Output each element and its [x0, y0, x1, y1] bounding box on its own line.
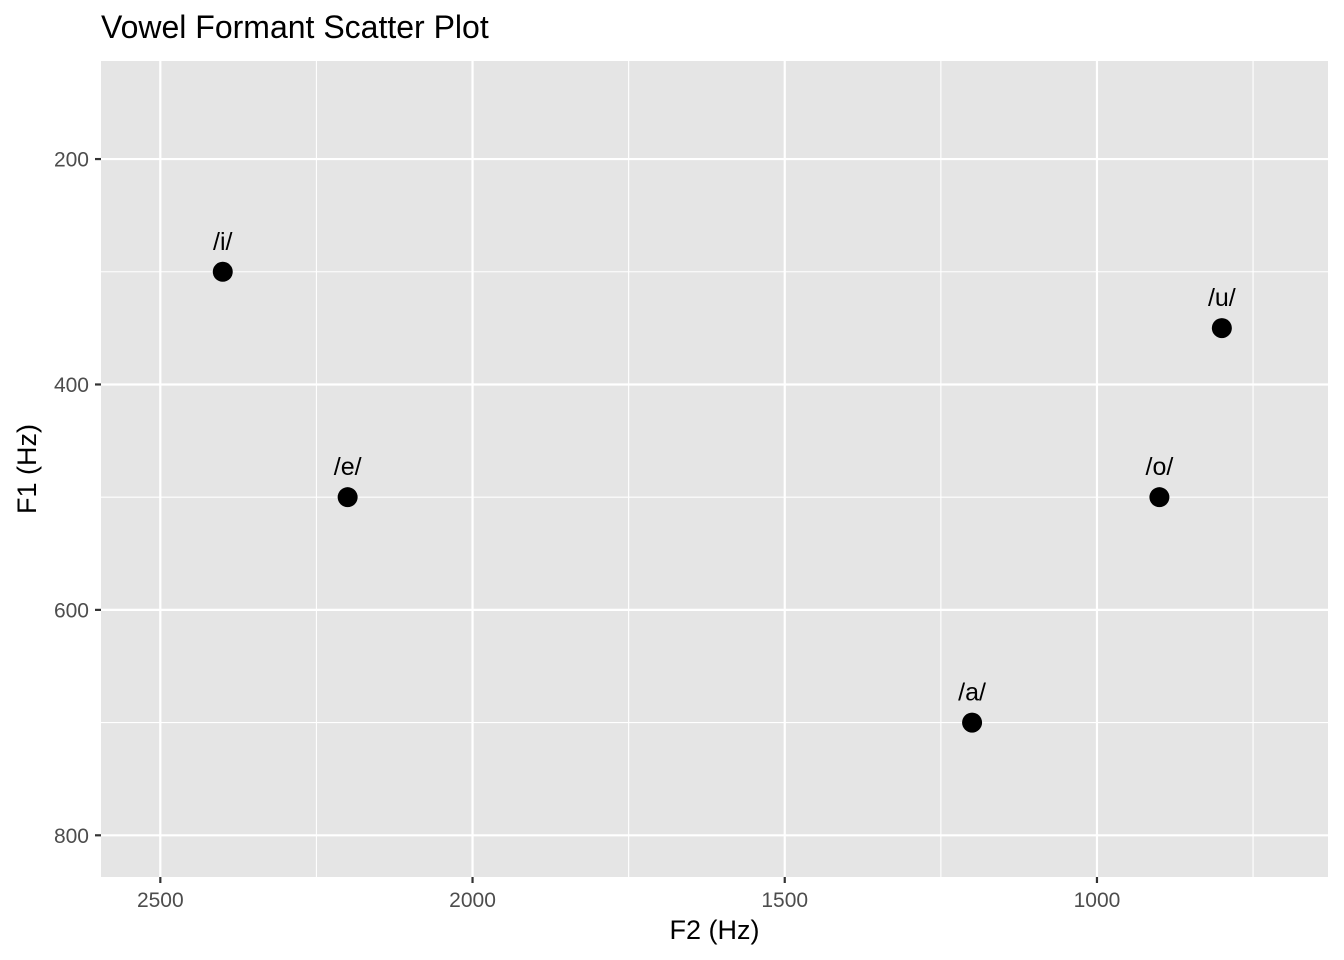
point-label: /u/: [1208, 284, 1236, 312]
chart-title: Vowel Formant Scatter Plot: [101, 9, 489, 45]
point-label: /a/: [958, 679, 986, 707]
x-tick-label: 1000: [1074, 889, 1121, 912]
point-label: /i/: [213, 228, 233, 256]
x-tick-label: 1500: [761, 889, 808, 912]
point-label: /o/: [1146, 453, 1174, 481]
x-tick-label: 2000: [449, 889, 496, 912]
y-axis: 200 400 600 800: [54, 149, 101, 848]
data-point: [212, 261, 233, 282]
data-point: [337, 487, 358, 508]
x-axis: 2500 2000 1500 1000: [137, 877, 1120, 912]
plot-panel: [101, 61, 1328, 877]
major-gridlines: [101, 61, 1328, 877]
y-tick-label: 200: [54, 149, 89, 172]
point-label: /e/: [334, 453, 362, 481]
data-points: /i/ /e/ /a/ /o/ /u/: [212, 228, 1236, 733]
y-tick-label: 400: [54, 374, 89, 397]
x-tick-label: 2500: [137, 889, 184, 912]
data-point: [1149, 487, 1170, 508]
y-tick-label: 600: [54, 599, 89, 622]
y-axis-title: F1 (Hz): [12, 424, 42, 514]
data-point: [962, 712, 983, 733]
minor-gridlines: [101, 61, 1328, 877]
x-axis-title: F2 (Hz): [670, 915, 760, 945]
y-tick-label: 800: [54, 825, 89, 848]
data-point: [1211, 318, 1232, 339]
